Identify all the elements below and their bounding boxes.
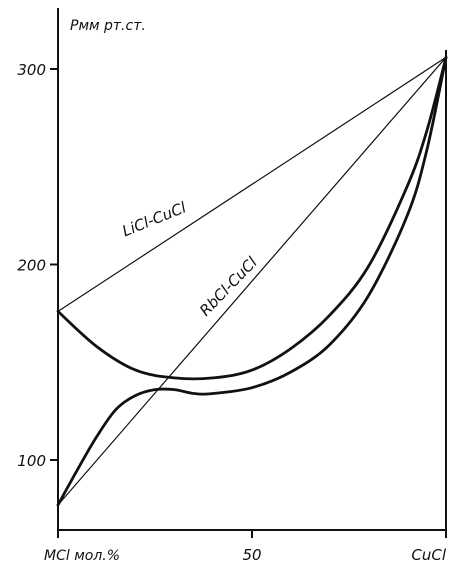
measured-curve-licl bbox=[56, 55, 448, 381]
ideal-line-licl bbox=[57, 56, 447, 312]
measured-curve-rbcl bbox=[56, 55, 448, 507]
axes: 100 200 300 MCl мол.% 50 CuCl Pмм рт.ст. bbox=[17, 8, 447, 564]
curve-label-licl: LiCl-CuCl bbox=[120, 198, 190, 240]
x-tick-label: 50 bbox=[242, 546, 261, 564]
series-layer bbox=[56, 55, 448, 507]
y-tick-label: 300 bbox=[17, 61, 46, 79]
ideal-line-rbcl bbox=[57, 56, 447, 506]
y-tick-label: 100 bbox=[17, 452, 46, 470]
x-tick-label: MCl мол.% bbox=[44, 548, 120, 564]
curve-label-rbcl: RbCl-CuCl bbox=[196, 253, 261, 320]
y-axis-label: Pмм рт.ст. bbox=[70, 18, 146, 34]
y-tick-label: 200 bbox=[17, 257, 46, 275]
x-tick-label: CuCl bbox=[411, 546, 446, 564]
